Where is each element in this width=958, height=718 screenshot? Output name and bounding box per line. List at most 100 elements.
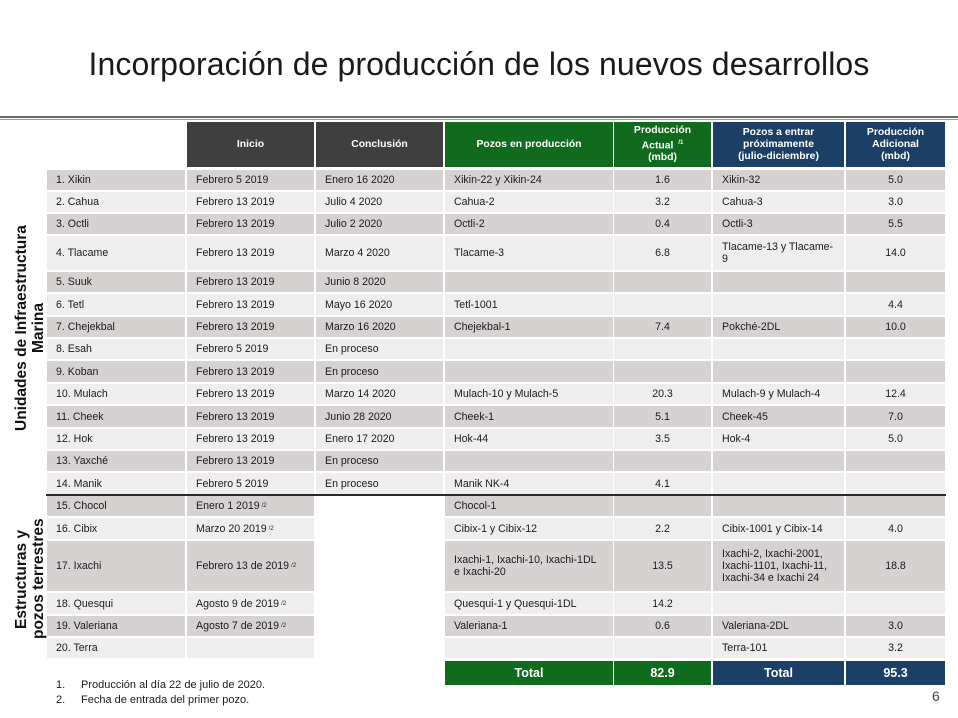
cell-pozos: Valeriana-1	[445, 616, 613, 636]
cell-name: 15. Chocol	[47, 496, 185, 516]
cell-actual: 0.6	[614, 616, 711, 636]
cell-entrar	[713, 593, 844, 614]
cell-name: 1. Xikin	[47, 170, 185, 190]
cell-entrar	[713, 294, 844, 315]
cell-conclusion: En proceso	[316, 339, 443, 359]
slide-title: Incorporación de producción de los nuevo…	[88, 46, 870, 82]
cell-adicional: 3.0	[846, 192, 945, 212]
cell-inicio: Febrero 13 2019	[187, 317, 314, 337]
cell-pozos: Chocol-1	[445, 496, 613, 516]
cell-conclusion: En proceso	[316, 361, 443, 382]
cell-actual: 6.8	[614, 236, 711, 270]
header-inicio: Inicio	[187, 122, 314, 167]
header-conclusion: Conclusión	[316, 122, 443, 167]
cell-adicional	[846, 361, 945, 382]
cell-entrar: Cahua-3	[713, 192, 844, 212]
cell-adicional	[846, 496, 945, 516]
cell-conclusion: Enero 17 2020	[316, 429, 443, 449]
cell-actual	[614, 451, 711, 471]
cell-entrar: Cibix-1001 y Cibix-14	[713, 518, 844, 539]
cell-adicional: 14.0	[846, 236, 945, 270]
cell-name: 18. Quesqui	[47, 593, 185, 614]
cell-conclusion: Julio 2 2020	[316, 214, 443, 234]
cell-actual: 3.2	[614, 192, 711, 212]
cell-actual: 20.3	[614, 384, 711, 404]
cell-conclusion: Junio 28 2020	[316, 406, 443, 427]
cell-inicio: Febrero 13 de 2019 /2	[187, 541, 314, 591]
cell-inicio: Marzo 20 2019 /2	[187, 518, 314, 539]
cell-pozos: Quesqui-1 y Quesqui-1DL	[445, 593, 613, 614]
cell-inicio: Febrero 13 2019	[187, 406, 314, 427]
cell-entrar	[713, 496, 844, 516]
cell-actual	[614, 294, 711, 315]
footnote-marker: /1	[678, 139, 684, 146]
cell-actual	[614, 272, 711, 292]
cell-pozos	[445, 638, 613, 658]
cell-conclusion: Marzo 4 2020	[316, 236, 443, 270]
cell-name: 16. Cibix	[47, 518, 185, 539]
footnotes: 1. Producción al día 22 de julio de 2020.…	[56, 678, 265, 708]
cell-inicio-text: Marzo 20 2019	[196, 522, 267, 535]
cell-entrar: Xikin-32	[713, 170, 844, 190]
cell-inicio: Febrero 13 2019	[187, 451, 314, 471]
cell-name: 19. Valeriana	[47, 616, 185, 636]
cell-pozos: Cahua-2	[445, 192, 613, 212]
total-label-left: Total	[445, 661, 613, 685]
cell-conclusion: Julio 4 2020	[316, 192, 443, 212]
cell-pozos	[445, 361, 613, 382]
cell-adicional: 18.8	[846, 541, 945, 591]
cell-name: 5. Suuk	[47, 272, 185, 292]
cell-name: 6. Tetl	[47, 294, 185, 315]
cell-pozos: Octli-2	[445, 214, 613, 234]
cell-actual: 13.5	[614, 541, 711, 591]
cell-adicional	[846, 339, 945, 359]
cell-entrar: Ixachi-2, Ixachi-2001, Ixachi-1101, Ixac…	[713, 541, 844, 591]
cell-actual: 5.1	[614, 406, 711, 427]
cell-name: 14. Manik	[47, 473, 185, 494]
cell-pozos: Mulach-10 y Mulach-5	[445, 384, 613, 404]
cell-actual: 3.5	[614, 429, 711, 449]
cell-inicio: Febrero 13 2019	[187, 294, 314, 315]
cell-inicio	[187, 638, 314, 658]
cell-actual	[614, 361, 711, 382]
cell-inicio: Febrero 13 2019	[187, 236, 314, 270]
cell-adicional	[846, 473, 945, 494]
cell-name: 10. Mulach	[47, 384, 185, 404]
cell-name: 20. Terra	[47, 638, 185, 658]
cell-inicio-text: Agosto 7 de 2019	[196, 620, 280, 632]
cell-conclusion: Mayo 16 2020	[316, 294, 443, 315]
group-label-terrestres: Estructuras y pozos terrestres	[13, 518, 47, 640]
cell-actual	[614, 496, 711, 516]
footnote-marker: /2	[281, 623, 287, 629]
cell-inicio: Febrero 13 2019	[187, 272, 314, 292]
cell-pozos: Cheek-1	[445, 406, 613, 427]
group-label-marina: Unidades de Infraestructura Marina	[13, 225, 47, 431]
cell-name: 12. Hok	[47, 429, 185, 449]
cell-inicio: Febrero 13 2019	[187, 384, 314, 404]
cell-entrar: Tlacame-13 y Tlacame- 9	[713, 236, 844, 270]
header-produccion-actual-unit: (mbd)	[648, 152, 677, 164]
cell-actual: 0.4	[614, 214, 711, 234]
cell-name: 8. Esah	[47, 339, 185, 359]
cell-conclusion: En proceso	[316, 473, 443, 494]
cell-adicional: 7.0	[846, 406, 945, 427]
cell-entrar	[713, 451, 844, 471]
header-produccion-actual-label: Producción Actual	[633, 124, 692, 152]
cell-name: 3. Octli	[47, 214, 185, 234]
cell-inicio: Febrero 13 2019	[187, 214, 314, 234]
cell-pozos	[445, 451, 613, 471]
cell-conclusion: Marzo 16 2020	[316, 317, 443, 337]
cell-pozos: Tlacame-3	[445, 236, 613, 270]
cell-entrar: Valeriana-2DL	[713, 616, 844, 636]
cell-adicional: 10.0	[846, 317, 945, 337]
cell-pozos: Cibix-1 y Cibix-12	[445, 518, 613, 539]
cell-entrar	[713, 473, 844, 494]
cell-adicional: 3.2	[846, 638, 945, 658]
cell-adicional: 5.5	[846, 214, 945, 234]
cell-pozos: Ixachi-1, Ixachi-10, Ixachi-1DL e Ixachi…	[445, 541, 613, 591]
cell-entrar	[713, 339, 844, 359]
cell-entrar: Octli-3	[713, 214, 844, 234]
header-produccion-actual-text: Producción Actual /1 (mbd)	[634, 125, 691, 164]
cell-inicio: Enero 1 2019 /2	[187, 496, 314, 516]
cell-inicio: Febrero 13 2019	[187, 429, 314, 449]
